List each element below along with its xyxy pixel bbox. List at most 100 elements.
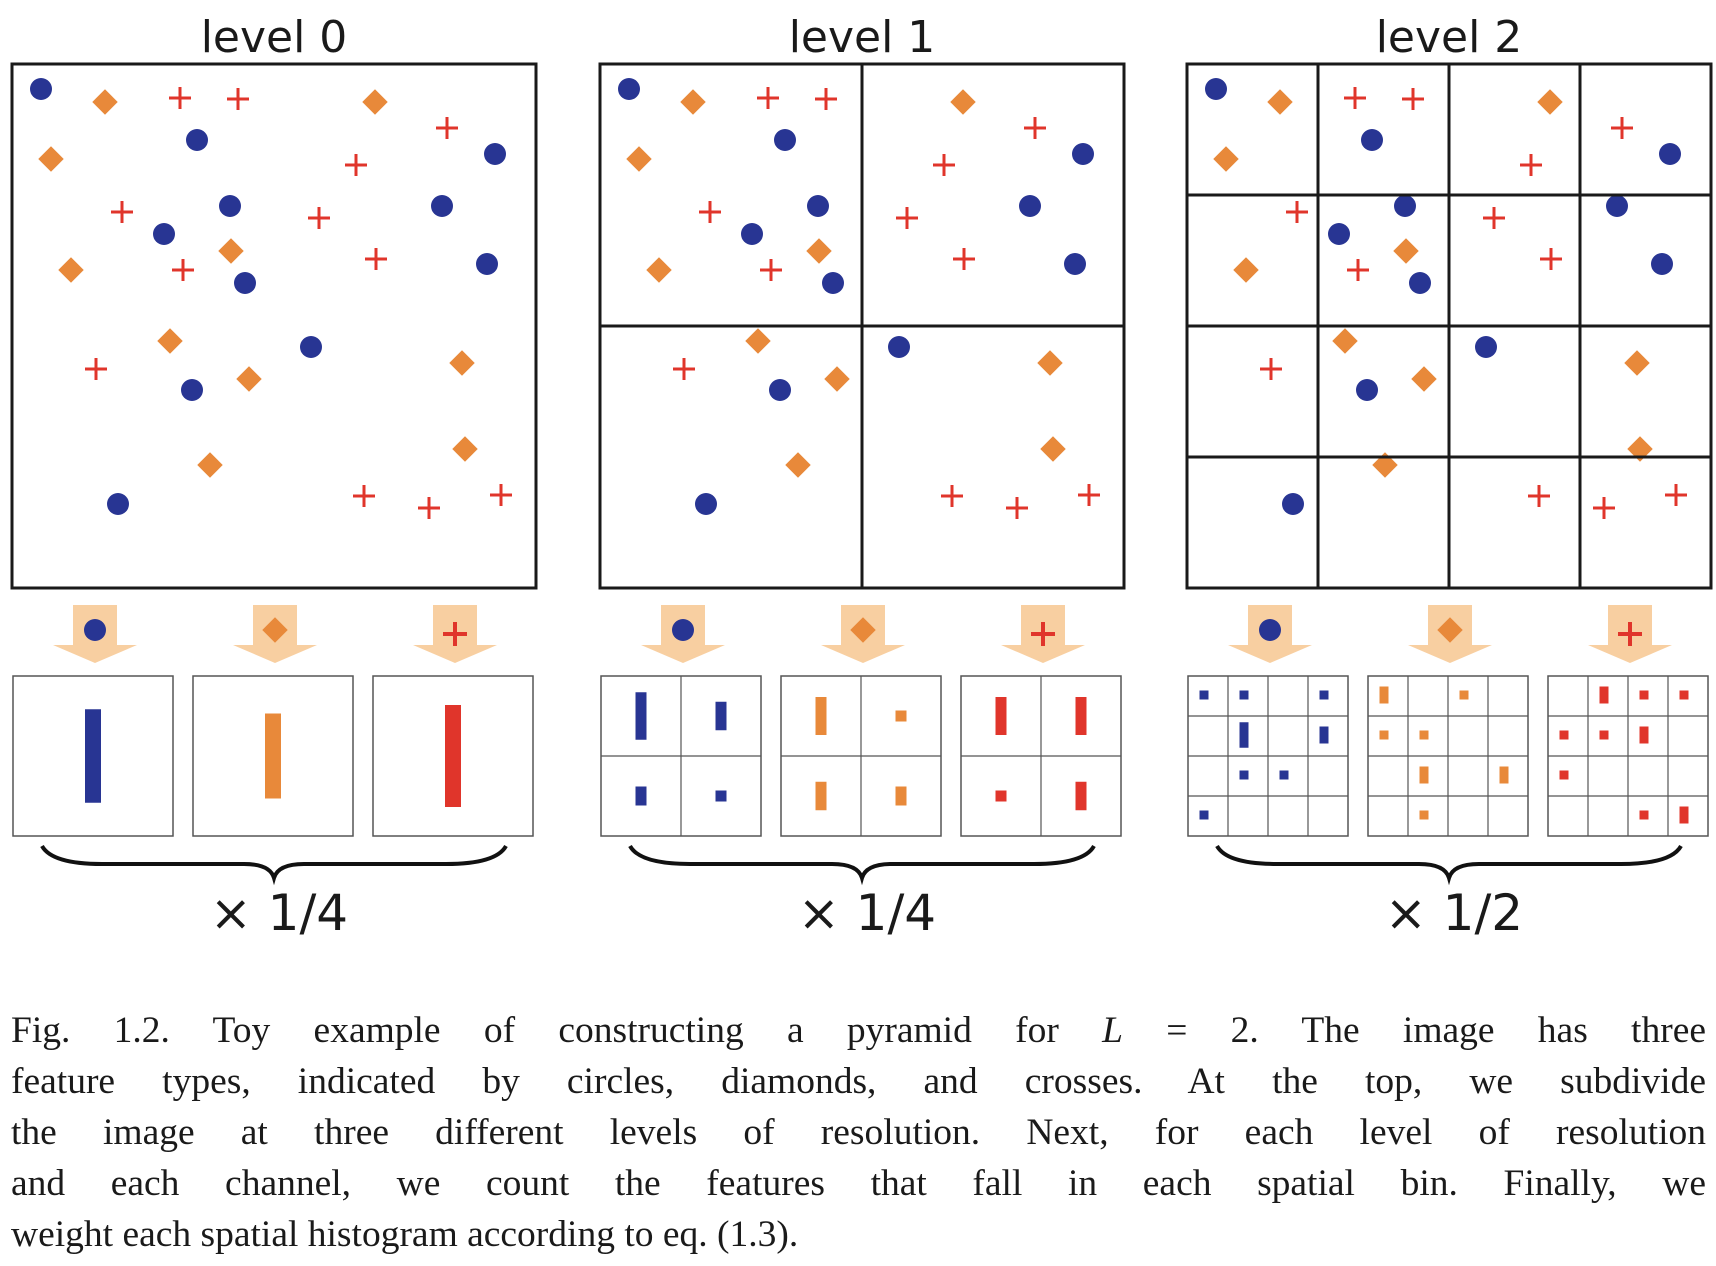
histogram-bar	[445, 705, 461, 807]
diamond-feature-icon	[745, 328, 771, 354]
cross-feature-icon	[172, 259, 194, 281]
circle-feature-icon	[300, 336, 322, 358]
histogram-bar	[1319, 726, 1329, 744]
cross-feature-icon	[757, 87, 779, 109]
cross-feature-icon	[365, 248, 387, 270]
histogram-bar	[995, 697, 1007, 735]
circle-feature-icon	[107, 493, 129, 515]
caption-line-2: feature types, indicated by circles, dia…	[11, 1061, 1706, 1102]
caption-line-5: weight each spatial histogram according …	[11, 1214, 799, 1255]
circle-feature-icon	[1606, 195, 1628, 217]
cross-feature-icon	[345, 154, 367, 176]
cross-feature-icon	[111, 201, 133, 223]
circle-feature-icon	[1328, 223, 1350, 245]
curly-brace	[1215, 844, 1683, 886]
circle-feature-icon	[695, 493, 717, 515]
histogram-bar	[1459, 690, 1469, 700]
diamond-feature-icon	[1411, 366, 1437, 392]
circle-feature-icon	[774, 129, 796, 151]
caption-line-1b: = 2. The image has three	[1166, 1010, 1707, 1051]
cross-feature-icon	[1078, 484, 1100, 506]
circle-feature-icon	[84, 619, 106, 641]
circle-feature-icon	[888, 336, 910, 358]
circle-feature-icon	[1259, 619, 1281, 641]
histogram-bar	[1199, 810, 1209, 820]
histogram-bar	[815, 781, 827, 811]
cross-feature-icon	[1286, 201, 1308, 223]
cross-feature-icon	[308, 207, 330, 229]
histogram-bar	[1639, 690, 1649, 700]
diamond-feature-icon	[806, 238, 832, 264]
level-weight: × 1/2	[1385, 884, 1523, 942]
cross-feature-icon	[760, 259, 782, 281]
cross-feature-icon	[418, 497, 440, 519]
histogram-bar	[1499, 766, 1509, 784]
circle-feature-icon	[769, 379, 791, 401]
circle-feature-icon	[741, 223, 763, 245]
figure-caption: Fig. 1.2. Toy example of constructing a …	[11, 1005, 1706, 1260]
histogram-bar	[1379, 730, 1389, 740]
diamond-feature-icon	[1393, 238, 1419, 264]
cross-feature-icon	[673, 358, 695, 380]
caption-line-3: the image at three different levels of r…	[11, 1112, 1706, 1153]
cross-feature-icon	[933, 154, 955, 176]
histogram-bar	[1559, 730, 1569, 740]
diamond-feature-icon	[1624, 350, 1650, 376]
cross-feature-icon	[227, 88, 249, 110]
cross-feature-icon	[1611, 117, 1633, 139]
circle-feature-icon	[618, 78, 640, 100]
diamond-feature-icon	[824, 366, 850, 392]
circle-feature-icon	[153, 223, 175, 245]
cross-feature-icon	[941, 485, 963, 507]
circle-feature-icon	[1361, 129, 1383, 151]
diamond-feature-icon	[680, 89, 706, 115]
diamond-feature-icon	[785, 452, 811, 478]
histogram-bar	[715, 790, 727, 802]
circle-feature-icon	[484, 143, 506, 165]
circle-feature-icon	[1356, 379, 1378, 401]
circle-feature-icon	[1205, 78, 1227, 100]
histogram-bar	[1419, 810, 1429, 820]
diamond-feature-icon	[92, 89, 118, 115]
histogram-bar	[1639, 726, 1649, 744]
caption-math-L: L	[1102, 1010, 1123, 1051]
cross-feature-icon	[1528, 485, 1550, 507]
circle-feature-icon	[672, 619, 694, 641]
circle-feature-icon	[219, 195, 241, 217]
diamond-feature-icon	[626, 146, 652, 172]
diamond-feature-icon	[197, 452, 223, 478]
diamond-feature-icon	[218, 238, 244, 264]
circle-feature-icon	[1019, 195, 1041, 217]
histogram-bar	[995, 790, 1007, 802]
circle-feature-icon	[476, 253, 498, 275]
histogram-bar	[1599, 686, 1609, 704]
histogram-bar	[1279, 770, 1289, 780]
circle-feature-icon	[1475, 336, 1497, 358]
cross-feature-icon	[1024, 117, 1046, 139]
histogram-bar	[895, 786, 907, 806]
cross-feature-icon	[436, 117, 458, 139]
diamond-feature-icon	[236, 366, 262, 392]
diamond-feature-icon	[449, 350, 475, 376]
histogram-bar	[1679, 690, 1689, 700]
cross-feature-icon	[1402, 88, 1424, 110]
histogram-bar	[1419, 766, 1429, 784]
histogram-bar	[1639, 810, 1649, 820]
diamond-feature-icon	[157, 328, 183, 354]
cross-feature-icon	[953, 248, 975, 270]
level-weight: × 1/4	[798, 884, 936, 942]
cross-feature-icon	[1260, 358, 1282, 380]
diamond-feature-icon	[58, 257, 84, 283]
diamond-feature-icon	[646, 257, 672, 283]
cross-feature-icon	[443, 622, 467, 646]
histogram-bar	[265, 713, 281, 799]
cross-feature-icon	[1593, 497, 1615, 519]
circle-feature-icon	[431, 195, 453, 217]
cross-feature-icon	[699, 201, 721, 223]
cross-feature-icon	[1665, 484, 1687, 506]
circle-feature-icon	[234, 272, 256, 294]
cross-feature-icon	[1618, 622, 1642, 646]
cross-feature-icon	[1520, 154, 1542, 176]
histogram-bar	[1679, 806, 1689, 824]
histogram-bar	[1239, 770, 1249, 780]
